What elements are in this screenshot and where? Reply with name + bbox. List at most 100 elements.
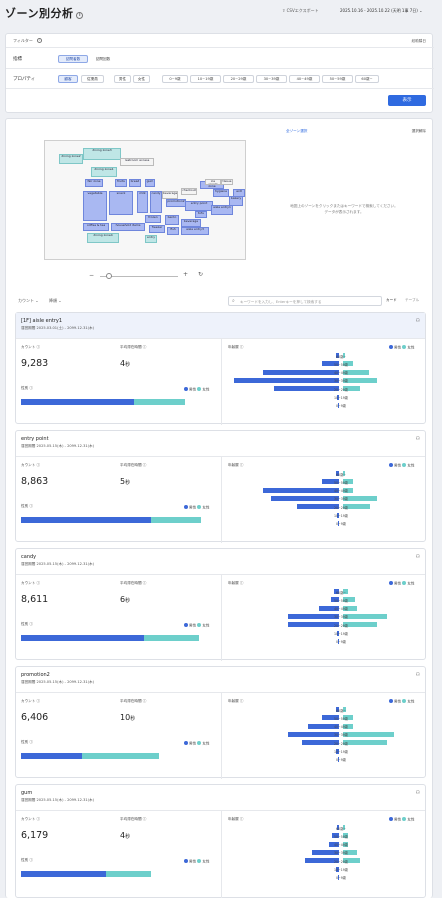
age-bar-male[interactable] [337,394,339,400]
age-bar-female[interactable] [343,723,354,729]
age-bar-female[interactable] [343,386,360,392]
age-bar-male[interactable] [296,504,339,510]
zone-coffee-tea[interactable]: coffee & tea [83,223,109,231]
gender-bar-female[interactable] [82,753,159,759]
property-customer-chip[interactable]: 顧客 [58,75,78,83]
age-bar-male[interactable] [271,495,339,501]
person-icon[interactable]: ⚇ [415,554,420,560]
age-bar-male[interactable] [322,715,339,721]
age-bar-female[interactable] [343,841,349,847]
count-sort-dropdown[interactable]: カウント ⌄ [18,298,39,303]
age-bar-female[interactable] [343,597,355,603]
zone-freezer[interactable]: freezer [149,225,165,233]
zone-dining-zone4[interactable]: dining zone4 [87,233,119,243]
gender-bar-male[interactable] [21,517,151,523]
zone-card[interactable]: candy 運営期間 2025.05.15(木) - 2099.12.31(木)… [15,548,426,661]
zone-bento[interactable]: bento [165,215,179,225]
age-bar-female[interactable] [343,825,345,830]
zone-household-items[interactable]: household items [111,223,145,231]
age-bar-female[interactable] [343,740,388,746]
age-bar-male[interactable] [288,613,339,619]
property-age-60-chip[interactable]: 60歳~ [355,75,379,83]
age-bar-male[interactable] [338,874,339,880]
age-bar-male[interactable] [337,630,339,636]
property-employee-chip[interactable]: 従業員 [81,75,104,83]
age-bar-male[interactable] [322,479,339,485]
age-bar-female[interactable] [343,731,394,737]
deselect-all-link[interactable]: 選択解除 [411,129,426,133]
age-bar-female[interactable] [343,858,360,864]
age-bar-female[interactable] [343,622,377,628]
property-age-30-39-chip[interactable]: 30~39歳 [256,75,287,83]
zone-fish[interactable]: fish [167,227,179,235]
zoom-out-button[interactable]: − [89,272,95,279]
select-all-link[interactable]: 全ゾーン選択 [286,129,308,133]
zone-restroom-access[interactable]: restroom access [120,158,154,166]
info-icon[interactable]: i [76,12,84,19]
zone-tissue[interactable]: tissue [221,179,233,185]
zone-aisle-entry3[interactable]: aisle entry3 [181,227,209,235]
age-bar-male[interactable] [335,866,339,872]
csv-export-button[interactable]: ⇪ CSVエクスポート [282,8,319,13]
age-bar-male[interactable] [262,487,339,493]
age-bar-male[interactable] [335,707,339,712]
zone-fair-zone[interactable]: fair zone [85,179,103,187]
zone-frozen[interactable]: frozen [145,215,161,223]
age-bar-male[interactable] [328,841,339,847]
age-bar-male[interactable] [308,723,339,729]
zone-entry-point[interactable]: entry point [185,201,213,211]
zone-tofu[interactable]: tofu [195,211,207,218]
age-bar-female[interactable] [343,487,354,493]
zone-aisle-entry1[interactable]: aisle entry1 [211,205,233,215]
age-bar-male[interactable] [233,377,339,383]
filter-toggle-link[interactable]: 絞助隣日 [411,39,426,43]
person-icon[interactable]: ⚇ [415,790,420,796]
metric-visitors-chip[interactable]: 訪問者数 [58,55,88,63]
zone-promotion2[interactable]: promotion2 [166,199,186,207]
zone-vegetable[interactable]: vegetable [83,191,107,221]
view-table-tab[interactable]: テーブル [405,298,420,302]
zone-entry[interactable]: entry [145,235,157,243]
zone-snack[interactable]: snack [109,191,133,215]
zone-ice-cream[interactable]: ice cream [205,179,221,185]
property-age-50-59-chip[interactable]: 50~59歳 [322,75,353,83]
age-bar-male[interactable] [337,825,339,830]
gender-bar-female[interactable] [144,635,199,641]
age-bar-female[interactable] [343,353,345,358]
property-female-chip[interactable]: 女性 [133,75,150,83]
show-button[interactable]: 表示 [388,95,426,106]
zone-hygiene[interactable]: hygiene [213,189,229,197]
age-bar-female[interactable] [343,377,377,383]
zone-dining-zone3[interactable]: dining zone3 [83,148,121,160]
gender-bar-female[interactable] [134,399,185,405]
age-bar-male[interactable] [274,386,339,392]
age-bar-male[interactable] [338,520,339,526]
filter-label[interactable]: フィルター i [13,38,43,44]
age-bar-male[interactable] [301,740,339,746]
age-bar-male[interactable] [335,353,339,358]
age-bar-female[interactable] [343,504,371,510]
age-bar-male[interactable] [330,597,339,603]
zone-card[interactable]: promotion2 運営期間 2025.05.15(木) - 2099.12.… [15,666,426,779]
person-icon[interactable]: ⚇ [415,672,420,678]
gender-bar-female[interactable] [106,871,151,877]
zone-dining-zone2[interactable]: dining zone2 [59,154,83,164]
age-bar-female[interactable] [343,613,388,619]
age-bar-male[interactable] [338,638,339,644]
zone-checkout[interactable]: checkout [181,188,197,195]
zone-card[interactable]: [1F] aisle entry1 運営期間 2025.03.01(土) - 2… [15,312,426,425]
gender-bar-male[interactable] [21,399,134,405]
age-bar-female[interactable] [343,361,354,367]
age-bar-female[interactable] [343,715,354,721]
age-bar-male[interactable] [305,858,339,864]
age-bar-female[interactable] [343,471,345,476]
view-card-tab[interactable]: カード [386,298,397,302]
age-bar-male[interactable] [335,748,339,754]
sort-order-dropdown[interactable]: 降順 ⌄ [49,298,62,303]
age-bar-female[interactable] [343,369,369,375]
age-bar-female[interactable] [343,479,354,485]
age-bar-male[interactable] [311,849,339,855]
age-bar-female[interactable] [343,495,377,501]
metric-visits-chip[interactable]: 訪問回数 [89,55,117,63]
age-bar-female[interactable] [343,707,347,712]
